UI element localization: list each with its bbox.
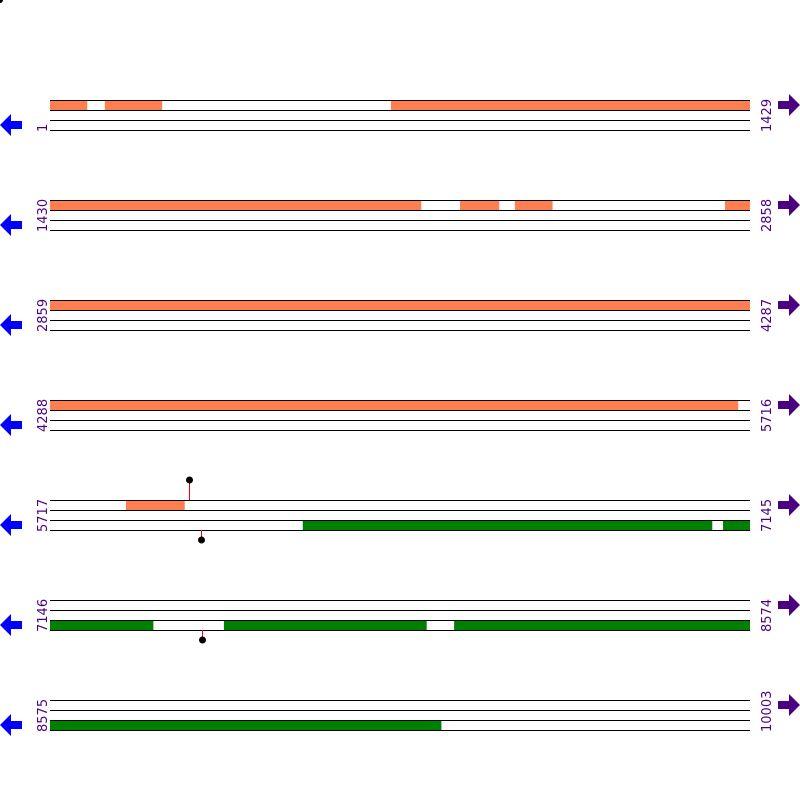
forward-feature[interactable] — [125, 500, 185, 510]
row-start-label: 2859 — [36, 299, 51, 332]
forward-feature[interactable] — [514, 200, 553, 210]
left-arrow-icon[interactable] — [0, 614, 22, 636]
right-arrow-icon[interactable] — [778, 694, 800, 716]
forward-feature[interactable] — [50, 200, 422, 210]
reverse-feature[interactable] — [723, 520, 750, 530]
row-end-label: 1429 — [760, 99, 775, 132]
forward-feature[interactable] — [50, 100, 88, 110]
left-arrow-icon[interactable] — [0, 114, 22, 136]
left-arrow-icon[interactable] — [0, 314, 22, 336]
forward-feature[interactable] — [50, 300, 750, 310]
left-arrow-icon[interactable] — [0, 414, 22, 436]
corner-dot — [0, 0, 3, 3]
row-end-label: 4287 — [760, 299, 775, 332]
right-arrow-icon[interactable] — [778, 494, 800, 516]
forward-feature[interactable] — [725, 200, 750, 210]
reverse-feature[interactable] — [302, 520, 713, 530]
reverse-feature[interactable] — [50, 720, 442, 730]
left-arrow-icon[interactable] — [0, 214, 22, 236]
forward-feature[interactable] — [460, 200, 500, 210]
row-end-label: 7145 — [760, 499, 775, 532]
row-start-label: 1430 — [36, 199, 51, 232]
reverse-feature[interactable] — [50, 620, 154, 630]
row-start-label: 7146 — [36, 599, 51, 632]
right-arrow-icon[interactable] — [778, 194, 800, 216]
right-arrow-icon[interactable] — [778, 294, 800, 316]
right-arrow-icon[interactable] — [778, 94, 800, 116]
right-arrow-icon[interactable] — [778, 594, 800, 616]
forward-feature[interactable] — [104, 100, 163, 110]
row-start-label: 1 — [36, 124, 51, 132]
row-end-label: 5716 — [760, 399, 775, 432]
row-end-label: 2858 — [760, 199, 775, 232]
row-end-label: 8574 — [760, 599, 775, 632]
row-start-label: 4288 — [36, 399, 51, 432]
marker-dot[interactable] — [199, 636, 206, 644]
left-arrow-icon[interactable] — [0, 714, 22, 736]
row-end-label: 10003 — [760, 691, 775, 732]
marker-dot[interactable] — [198, 536, 205, 544]
left-arrow-icon[interactable] — [0, 514, 22, 536]
marker-dot[interactable] — [186, 476, 193, 484]
forward-feature[interactable] — [50, 400, 739, 410]
right-arrow-icon[interactable] — [778, 394, 800, 416]
row-start-label: 8575 — [36, 699, 51, 732]
reverse-feature[interactable] — [454, 620, 750, 630]
reverse-feature[interactable] — [223, 620, 427, 630]
row-start-label: 5717 — [36, 499, 51, 532]
forward-feature[interactable] — [390, 100, 750, 110]
